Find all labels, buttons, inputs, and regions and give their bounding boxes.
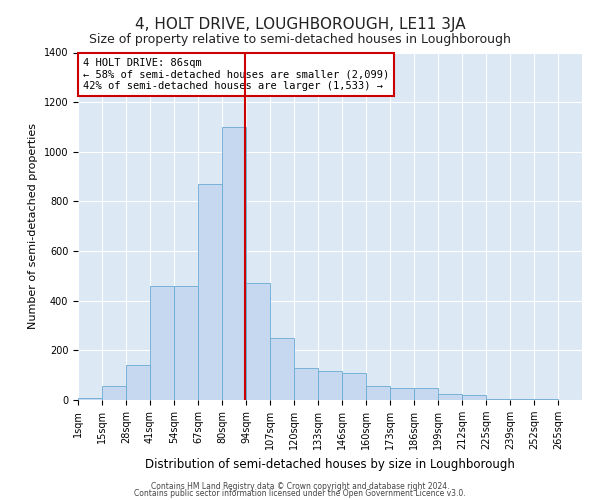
- Bar: [102, 386, 126, 400]
- Bar: [438, 394, 462, 400]
- Bar: [342, 372, 366, 400]
- Bar: [366, 386, 390, 400]
- Bar: [270, 338, 294, 400]
- Bar: [414, 388, 438, 400]
- Bar: [174, 286, 198, 400]
- Bar: [294, 368, 318, 400]
- Bar: [126, 365, 150, 400]
- Text: Contains public sector information licensed under the Open Government Licence v3: Contains public sector information licen…: [134, 489, 466, 498]
- Text: 4 HOLT DRIVE: 86sqm
← 58% of semi-detached houses are smaller (2,099)
42% of sem: 4 HOLT DRIVE: 86sqm ← 58% of semi-detach…: [83, 58, 389, 91]
- Bar: [198, 184, 222, 400]
- Bar: [486, 399, 510, 400]
- Bar: [510, 399, 534, 400]
- Bar: [150, 286, 174, 400]
- Bar: [462, 395, 486, 400]
- Bar: [78, 398, 102, 400]
- Bar: [534, 399, 558, 400]
- Text: Contains HM Land Registry data © Crown copyright and database right 2024.: Contains HM Land Registry data © Crown c…: [151, 482, 449, 491]
- Bar: [318, 372, 342, 400]
- Text: 4, HOLT DRIVE, LOUGHBOROUGH, LE11 3JA: 4, HOLT DRIVE, LOUGHBOROUGH, LE11 3JA: [134, 18, 466, 32]
- Text: Size of property relative to semi-detached houses in Loughborough: Size of property relative to semi-detach…: [89, 32, 511, 46]
- Bar: [246, 284, 270, 400]
- Bar: [390, 388, 414, 400]
- Bar: [222, 127, 246, 400]
- Y-axis label: Number of semi-detached properties: Number of semi-detached properties: [28, 123, 38, 329]
- X-axis label: Distribution of semi-detached houses by size in Loughborough: Distribution of semi-detached houses by …: [145, 458, 515, 470]
